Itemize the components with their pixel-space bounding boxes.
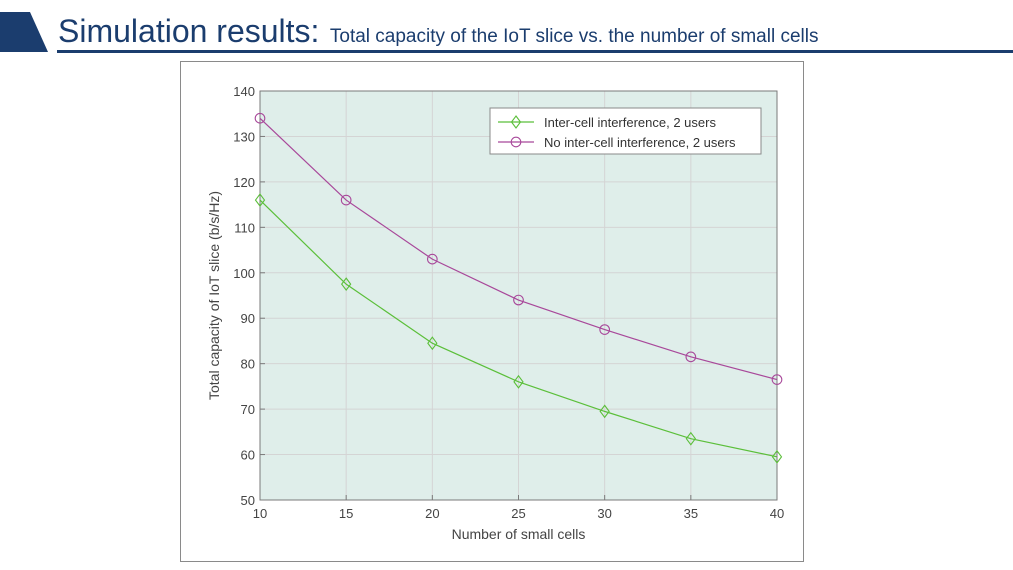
data-point-diamond [254, 193, 266, 207]
legend-label: Inter-cell interference, 2 users [544, 115, 716, 130]
x-tick-label: 15 [339, 506, 353, 521]
x-axis-label: Number of small cells [452, 526, 586, 542]
legend-box [489, 107, 762, 155]
y-tick-label: 70 [241, 402, 255, 417]
data-point-circle [254, 112, 266, 124]
series-line-2 [259, 117, 778, 381]
y-axis-label: Total capacity of IoT slice (b/s/Hz) [206, 191, 222, 400]
legend-label: No inter-cell interference, 2 users [544, 135, 736, 150]
legend-marker-circle [510, 136, 522, 148]
slide-title-sub: Total capacity of the IoT slice vs. the … [329, 26, 819, 47]
y-tick-label: 60 [241, 448, 255, 463]
y-tick-label: 100 [233, 266, 255, 281]
y-tick-label: 130 [233, 129, 255, 144]
y-tick-label: 50 [241, 493, 255, 508]
x-tick-label: 20 [425, 506, 439, 521]
data-point-diamond [599, 404, 610, 419]
legend-marker-diamond [510, 115, 522, 129]
x-tick-label: 35 [684, 506, 698, 521]
x-tick-label: 40 [770, 506, 784, 521]
data-point-diamond [513, 374, 524, 389]
header-accent-shape [0, 12, 48, 52]
header-rule [57, 50, 1013, 53]
data-point-diamond [771, 449, 783, 464]
data-point-diamond [685, 431, 697, 446]
data-point-circle [771, 374, 783, 385]
data-point-circle [599, 324, 611, 335]
y-tick-label: 140 [233, 84, 255, 99]
y-tick-label: 110 [234, 220, 255, 235]
data-point-circle [426, 253, 438, 265]
data-point-diamond [427, 336, 438, 351]
x-tick-label: 25 [511, 506, 525, 521]
series-line-1 [259, 199, 778, 458]
data-point-circle [513, 294, 524, 306]
slide-title-main: Simulation results: [58, 13, 320, 49]
x-tick-label: 30 [597, 506, 611, 521]
slide-title: Simulation results: Total capacity of th… [58, 13, 818, 50]
x-tick-label: 10 [253, 506, 267, 521]
y-tick-label: 80 [241, 357, 255, 372]
data-point-circle [685, 351, 697, 363]
y-tick-label: 120 [233, 175, 255, 190]
chart-figure: 10 15 20 25 30 35 40 50 60 70 80 90 100 110 120 130 140 N… [180, 61, 804, 562]
data-point-diamond [340, 277, 352, 292]
data-point-circle [340, 194, 352, 206]
chart-svg: 10 15 20 25 30 35 40 50 60 70 80 90 100 110 120 130 140 N… [206, 84, 784, 542]
y-tick-label: 90 [241, 311, 255, 326]
